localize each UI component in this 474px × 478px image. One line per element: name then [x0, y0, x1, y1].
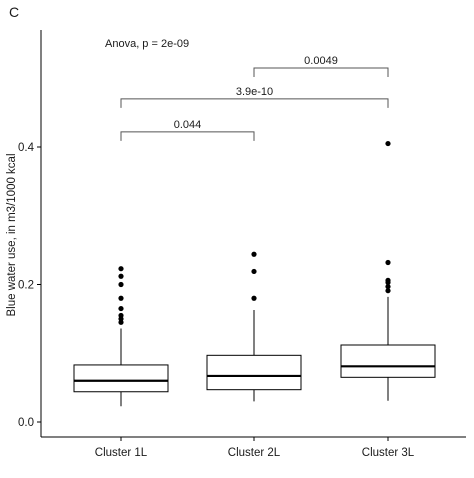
outlier-point — [251, 268, 257, 275]
bracket: 0.0049 — [253, 55, 389, 77]
outlier-point — [385, 259, 391, 266]
bracket-label: 3.9e-10 — [236, 86, 273, 98]
bracket-label: 0.044 — [174, 119, 202, 131]
outlier-point — [385, 283, 391, 290]
outlier-point — [251, 295, 257, 301]
outlier-point — [118, 312, 124, 319]
y-tick-label: 0.2 — [18, 280, 34, 292]
outlier-point — [118, 273, 124, 279]
outlier-point — [118, 305, 124, 312]
bracket-label: 0.0049 — [304, 55, 338, 67]
x-tick-label: Cluster 1L — [95, 447, 148, 459]
y-axis-title: Blue water use, in m3/1000 kcal — [6, 153, 18, 316]
x-tick-label: Cluster 2L — [228, 447, 281, 459]
outlier-point — [385, 288, 391, 294]
y-tick-label: 0.0 — [18, 417, 34, 429]
panel-label: C — [9, 4, 19, 20]
box-3 — [340, 140, 436, 401]
significance-brackets: 0.0049 3.9e-10 0.044 — [120, 55, 389, 141]
box-2 — [206, 251, 302, 402]
x-tick-label: Cluster 3L — [362, 447, 415, 459]
iqr-box — [73, 364, 169, 393]
boxes-group — [73, 140, 436, 407]
outlier-point — [385, 140, 391, 147]
outlier-point — [118, 295, 124, 301]
iqr-box — [340, 344, 436, 378]
box-1 — [73, 266, 169, 407]
bracket: 0.044 — [120, 119, 255, 141]
bracket: 3.9e-10 — [120, 86, 389, 108]
y-tick-label: 0.4 — [18, 142, 35, 154]
axis-ticks: 0.0 0.2 0.4 Cluster 1L Cluster 2L Cluster 3L — [18, 142, 415, 459]
outlier-point — [251, 251, 257, 257]
outlier-point — [118, 266, 124, 272]
bracket-line — [120, 98, 389, 108]
anova-annotation: Anova, p = 2e-09 — [105, 38, 189, 50]
outlier-point — [118, 281, 124, 288]
outlier-point — [385, 277, 391, 283]
iqr-box — [206, 354, 302, 391]
bracket-line — [120, 131, 255, 141]
bracket-line — [253, 67, 389, 77]
